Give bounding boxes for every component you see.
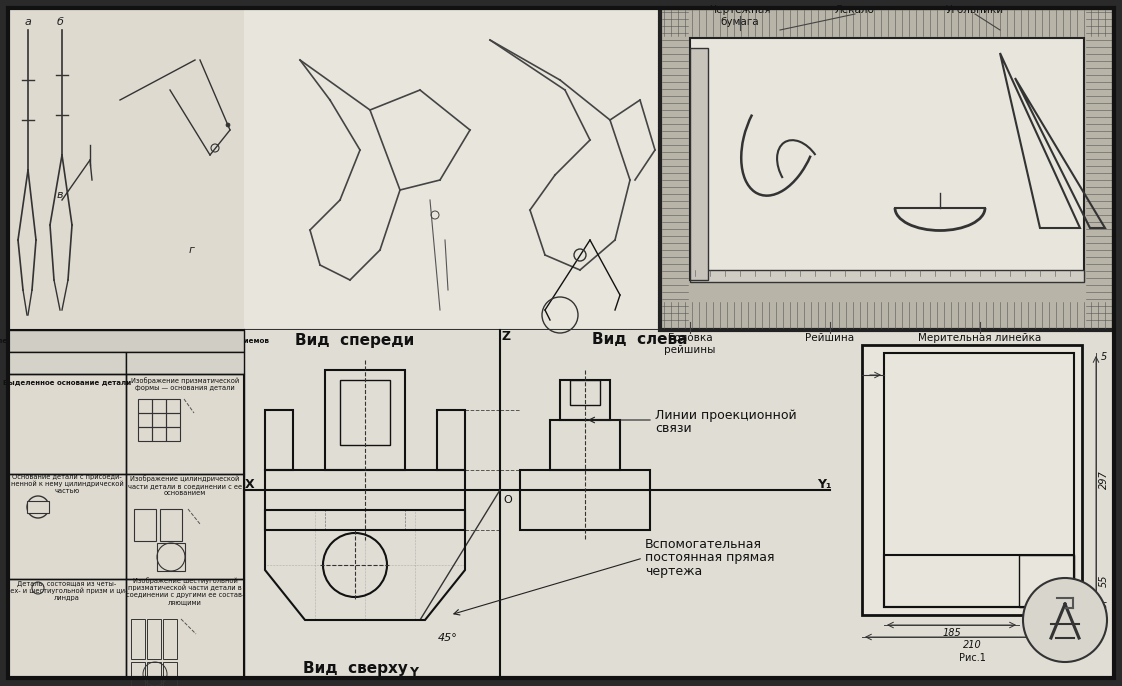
Bar	[8, 374, 126, 474]
Bar	[134, 509, 156, 541]
Text: 5: 5	[1101, 602, 1107, 612]
Bar	[690, 38, 1084, 280]
Text: Головка
рейшины: Головка рейшины	[664, 333, 716, 355]
Text: б: б	[56, 17, 64, 27]
Text: Вид  спереди: Вид спереди	[295, 333, 415, 348]
Text: Вид  сверху: Вид сверху	[303, 661, 407, 676]
Bar	[340, 380, 390, 445]
Bar	[8, 8, 243, 330]
Text: Вспомогательная: Вспомогательная	[645, 539, 762, 552]
Text: основная
надпись: основная надпись	[931, 571, 972, 591]
Text: Линии проекционной: Линии проекционной	[655, 408, 797, 421]
Bar	[830, 330, 1114, 678]
Text: A: A	[1059, 615, 1070, 629]
Text: 185: 185	[942, 628, 960, 638]
Bar	[131, 619, 145, 659]
Bar	[8, 474, 126, 579]
Text: Транспортир: Транспортир	[939, 148, 1011, 158]
Text: Анализ формы. Построение чер-
тежа: Анализ формы. Построение чер- тежа	[126, 357, 245, 370]
Bar	[884, 555, 1074, 607]
Text: Изображение цилиндрической
части детали в соединении с ее
основанием: Изображение цилиндрической части детали …	[128, 475, 242, 497]
Text: Y₁: Y₁	[817, 477, 831, 490]
Bar	[436, 410, 465, 470]
Text: Z: Z	[502, 329, 511, 342]
Text: 210: 210	[963, 640, 982, 650]
Text: 5: 5	[1101, 352, 1107, 362]
Bar	[86, 145, 94, 163]
Bar	[550, 420, 620, 470]
Bar	[690, 270, 1084, 282]
Bar	[690, 48, 708, 280]
Bar	[163, 619, 177, 659]
Text: Наглядное изображение: Наглядное изображение	[11, 359, 122, 368]
Bar	[138, 399, 151, 413]
Bar	[166, 413, 180, 427]
Bar	[126, 579, 243, 678]
Text: O: O	[504, 495, 513, 505]
Text: Рис.1: Рис.1	[958, 653, 985, 663]
Bar	[1019, 555, 1074, 607]
Circle shape	[226, 123, 230, 127]
Text: Деталь, состоящая из четы-
рех- и шестиугольной призм и ци-
линдра: Деталь, состоящая из четы- рех- и шестиу…	[7, 580, 128, 602]
Bar	[519, 470, 650, 530]
Text: Y: Y	[410, 665, 419, 678]
Text: Изображение шестиугольной
призматической части детали в
соединении с другими ее : Изображение шестиугольной призматической…	[126, 577, 245, 605]
Bar	[126, 374, 243, 474]
Bar	[166, 399, 180, 413]
Circle shape	[1023, 578, 1107, 662]
Bar	[560, 380, 610, 420]
Text: чертежа: чертежа	[645, 565, 702, 578]
Text: 20: 20	[866, 375, 879, 385]
Text: Угольники: Угольники	[946, 5, 1004, 15]
Bar	[8, 330, 243, 352]
Bar	[862, 345, 1082, 615]
Bar	[163, 662, 177, 686]
Bar	[884, 353, 1074, 607]
Text: Последовательность построения видов с помощью разных приемов: Последовательность построения видов с по…	[0, 338, 269, 344]
Bar	[151, 399, 166, 413]
Bar	[151, 413, 166, 427]
Bar	[8, 330, 243, 678]
Bar	[126, 474, 243, 579]
Bar	[570, 380, 600, 405]
Text: Рейшина: Рейшина	[806, 333, 855, 343]
Text: Вид  слева: Вид слева	[592, 333, 688, 348]
Text: 45°: 45°	[438, 633, 458, 643]
Text: Чертежная
бумага: Чертежная бумага	[709, 5, 771, 27]
Text: связи: связи	[655, 421, 691, 434]
Text: г: г	[190, 245, 195, 255]
Bar	[166, 427, 180, 441]
Text: Мерительная линейка: Мерительная линейка	[919, 333, 1041, 343]
Bar	[160, 509, 182, 541]
Bar	[265, 470, 465, 530]
Text: X: X	[246, 477, 255, 490]
Text: Лекало: Лекало	[835, 5, 875, 15]
Text: 297: 297	[1100, 471, 1109, 489]
Bar	[138, 413, 151, 427]
Text: Изображение призматической
формы — основания детали: Изображение призматической формы — основ…	[131, 377, 239, 391]
Text: постоянная прямая: постоянная прямая	[645, 552, 774, 565]
Bar	[27, 501, 49, 513]
Bar	[660, 8, 1114, 330]
Bar	[126, 352, 243, 374]
Text: а: а	[25, 17, 31, 27]
Bar	[265, 410, 293, 470]
Bar	[8, 579, 126, 678]
Text: в: в	[57, 190, 63, 200]
Bar	[131, 662, 145, 686]
Text: Выделенное основание детали: Выделенное основание детали	[3, 379, 131, 385]
Text: Основание детали с присоеди-
ненной к нему цилиндрической
частью: Основание детали с присоеди- ненной к не…	[10, 474, 123, 495]
Bar	[138, 427, 151, 441]
Bar	[8, 352, 126, 374]
Bar	[147, 619, 160, 659]
Bar	[147, 662, 160, 686]
Text: 55: 55	[1100, 575, 1109, 587]
Bar	[157, 543, 185, 571]
Bar	[243, 330, 830, 678]
Bar	[325, 370, 405, 470]
Bar	[151, 427, 166, 441]
